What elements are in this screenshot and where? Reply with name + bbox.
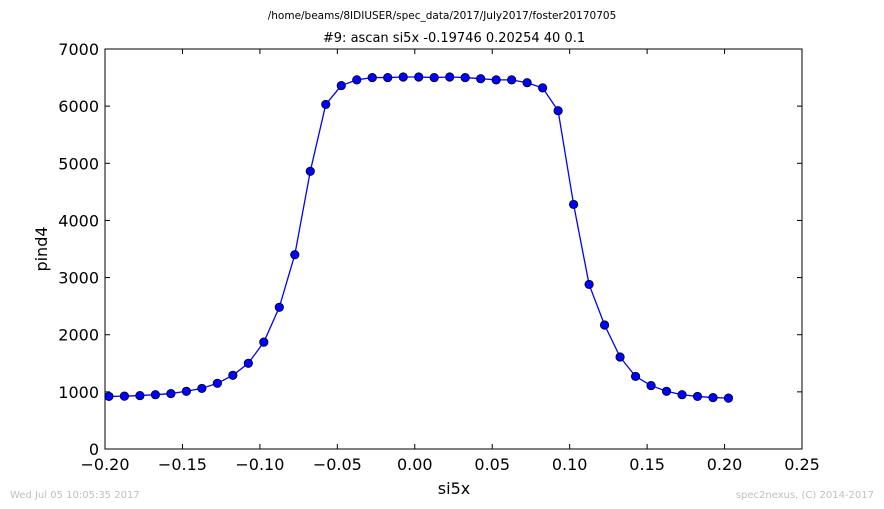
x-tick-label: −0.10 xyxy=(235,455,284,474)
data-point xyxy=(352,75,362,85)
data-point xyxy=(290,250,300,260)
data-point xyxy=(677,390,687,400)
data-point xyxy=(398,72,408,82)
series-line xyxy=(108,76,729,399)
data-point xyxy=(646,380,656,391)
chart-title: #9: ascan si5x -0.19746 0.20254 40 0.1 xyxy=(323,31,585,46)
data-point xyxy=(321,99,331,110)
x-tick-label: −0.20 xyxy=(80,455,129,474)
data-point xyxy=(445,72,455,82)
data-point xyxy=(460,72,470,83)
copyright-footer: spec2nexus, (C) 2014-2017 xyxy=(736,490,874,501)
data-point xyxy=(181,386,191,396)
data-point xyxy=(584,279,594,290)
data-point xyxy=(507,75,517,85)
y-axis-label: pind4 xyxy=(32,226,51,271)
data-point xyxy=(599,320,610,330)
x-tick-label: −0.05 xyxy=(313,455,362,474)
y-tick-label: 0 xyxy=(89,440,99,459)
data-point xyxy=(212,378,222,388)
data-point xyxy=(119,391,130,401)
data-point xyxy=(305,166,315,176)
y-tick-label: 4000 xyxy=(58,211,99,230)
data-point xyxy=(383,72,393,83)
data-point xyxy=(228,370,238,380)
x-tick-label: −0.15 xyxy=(158,455,207,474)
data-point xyxy=(491,75,501,85)
plot-area: −0.20 −0.15 −0.10 −0.05 0.00 0.05 0.10 0.15 0.20… xyxy=(58,40,820,474)
data-point xyxy=(259,337,269,347)
data-point xyxy=(197,383,207,394)
data-point xyxy=(553,106,563,116)
x-tick-label: 0.15 xyxy=(629,455,665,474)
x-tick-label: 0.10 xyxy=(552,455,588,474)
timestamp-footer: Wed Jul 05 10:05:35 2017 xyxy=(10,490,140,501)
data-point xyxy=(336,80,346,91)
data-point xyxy=(135,390,145,401)
data-point xyxy=(538,83,548,93)
data-point xyxy=(243,358,253,368)
y-tick-label: 3000 xyxy=(58,269,99,288)
y-tick-label: 5000 xyxy=(58,154,99,173)
data-point xyxy=(708,392,718,403)
data-point xyxy=(274,302,284,312)
data-point xyxy=(476,74,486,84)
x-tick-label: 0.05 xyxy=(474,455,510,474)
x-tick-label: 0.00 xyxy=(397,455,433,474)
plot-frame xyxy=(104,48,803,450)
data-point xyxy=(723,393,734,403)
data-point xyxy=(150,390,160,400)
data-point xyxy=(166,388,176,399)
data-point xyxy=(692,391,703,402)
file-path-supertitle: /home/beams/8IDIUSER/spec_data/2017/July… xyxy=(268,10,617,22)
data-point xyxy=(414,72,424,82)
data-point xyxy=(522,78,532,88)
y-tick-label: 1000 xyxy=(58,383,99,402)
y-tick-label: 2000 xyxy=(58,326,99,345)
x-tick-label: 0.20 xyxy=(707,455,743,474)
data-point xyxy=(615,352,625,362)
x-tick-label: 0.25 xyxy=(784,455,820,474)
data-point xyxy=(630,371,641,382)
data-point xyxy=(568,199,579,210)
data-point xyxy=(429,72,439,83)
y-tick-label: 6000 xyxy=(58,97,99,116)
data-point xyxy=(104,391,114,402)
data-point xyxy=(661,386,672,396)
y-tick-label: 7000 xyxy=(58,40,99,59)
x-axis-label: si5x xyxy=(438,479,470,498)
data-point xyxy=(367,72,377,83)
